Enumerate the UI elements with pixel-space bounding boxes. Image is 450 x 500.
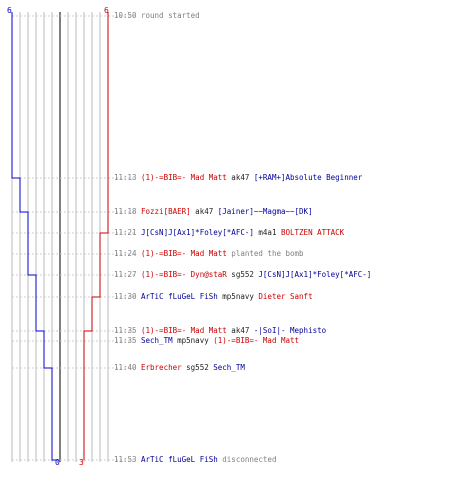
event-text: round started: [141, 11, 200, 21]
player-name: ArTiC fLuGeL FiSh: [141, 292, 218, 301]
event-text: (1)-=BIB=- Mad Matt ak47 -|SoI|- Mephist…: [141, 326, 326, 336]
event-action: round started: [141, 11, 200, 20]
event-text: Erbrecher sg552 Sech_TM: [141, 363, 245, 373]
player-name: [+RAM+]Absolute Beginner: [253, 173, 363, 182]
event-action: m4a1: [253, 228, 281, 237]
event-action: disconnected: [217, 455, 277, 464]
red-team-start-count: 6: [104, 6, 109, 15]
player-name: -|SoI|- Mephisto: [253, 326, 327, 335]
player-name: ArTiC fLuGeL FiSh: [141, 455, 218, 464]
event-action: ak47: [190, 207, 218, 216]
event-time: 11:35: [114, 336, 137, 345]
event-time: 11:40: [114, 363, 137, 372]
event-action: planted the bomb: [226, 249, 304, 258]
event-time: 11:35: [114, 326, 137, 335]
event-text: ArTiC fLuGeL FiSh mp5navy Dieter Sanft: [141, 292, 313, 302]
event-time: 11:24: [114, 249, 137, 258]
player-name: BOLTZEN ATTACK: [280, 228, 345, 237]
blue-team-end-count: 0: [55, 458, 60, 467]
event-text: (1)-=BIB=- Dyn@staR sg552 J[CsN]J[Ax1]*F…: [141, 270, 371, 280]
player-name: Dieter Sanft: [258, 292, 313, 301]
player-name: (1)-=BIB=- Mad Matt: [213, 336, 300, 345]
event-action: ak47: [226, 326, 254, 335]
player-name: (1)-=BIB=- Mad Matt: [141, 173, 227, 182]
event-text: Sech_TM mp5navy (1)-=BIB=- Mad Matt: [141, 336, 299, 346]
event-text: ArTiC fLuGeL FiSh disconnected: [141, 455, 276, 465]
event-action: sg552: [181, 363, 214, 372]
red-team-end-count: 3: [79, 458, 84, 467]
player-name: Sech_TM: [213, 363, 245, 372]
event-action: sg552: [226, 270, 259, 279]
player-name: (1)-=BIB=- Dyn@staR: [141, 270, 227, 279]
event-action: mp5navy: [217, 292, 259, 301]
event-time: 11:18: [114, 207, 137, 216]
player-name: Erbrecher: [141, 363, 182, 372]
player-name: Sech_TM: [141, 336, 173, 345]
event-time: 11:27: [114, 270, 137, 279]
player-name: J[CsN]J[Ax1]*Foley[*AFC-]: [141, 228, 254, 237]
player-name: (1)-=BIB=- Mad Matt: [141, 326, 227, 335]
event-time: 10:50: [114, 11, 137, 20]
event-time: 11:13: [114, 173, 137, 182]
event-action: ak47: [226, 173, 254, 182]
event-text: (1)-=BIB=- Mad Matt ak47 [+RAM+]Absolute…: [141, 173, 362, 183]
player-name: [Jainer]~~Magma~~[DK]: [217, 207, 313, 216]
event-action: mp5navy: [172, 336, 214, 345]
event-time: 11:30: [114, 292, 137, 301]
blue-team-start-count: 6: [7, 6, 12, 15]
player-name: J[CsN]J[Ax1]*Foley[*AFC-]: [258, 270, 372, 279]
event-text: (1)-=BIB=- Mad Matt planted the bomb: [141, 249, 304, 259]
red-team-alive-line: [83, 12, 109, 460]
event-time: 11:21: [114, 228, 137, 237]
event-time: 11:53: [114, 455, 137, 464]
event-text: J[CsN]J[Ax1]*Foley[*AFC-] m4a1 BOLTZEN A…: [141, 228, 344, 238]
player-name: (1)-=BIB=- Mad Matt: [141, 249, 227, 258]
player-name: Fozzi[BAER]: [141, 207, 191, 216]
blue-team-alive-line: [11, 12, 58, 461]
event-text: Fozzi[BAER] ak47 [Jainer]~~Magma~~[DK]: [141, 207, 313, 217]
